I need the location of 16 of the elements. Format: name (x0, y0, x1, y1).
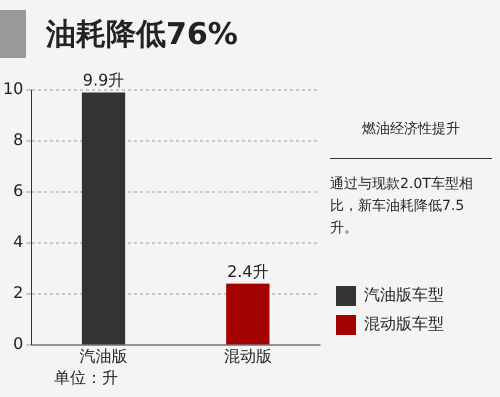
chart-title: 油耗降低76% (46, 16, 238, 54)
y-tick-label: 8 (13, 130, 24, 150)
y-tick-label: 6 (13, 181, 24, 200)
text: 单位：升 (54, 368, 118, 389)
data-label: 9.9升 (82, 70, 124, 90)
x-tick-label: 汽油版 (80, 346, 128, 366)
data-label: 2.4升 (227, 262, 269, 281)
legend-label: 混动版车型 (364, 314, 444, 335)
y-tick-label: 0 (13, 334, 24, 353)
y-tick-label: 10 (3, 79, 24, 98)
y-tick-label: 2 (13, 282, 24, 302)
x-tick-label: 混动版 (224, 346, 272, 366)
legend-label: 汽油版车型 (364, 285, 444, 306)
text: 通过与现款2.0T车型相比，新车油耗降低7.5升。 (330, 175, 474, 238)
y-tick-label: 4 (13, 232, 24, 252)
text: 燃油经济性提升 (330, 120, 492, 159)
